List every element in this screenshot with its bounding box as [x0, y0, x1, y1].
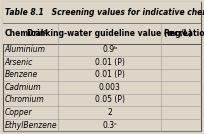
Text: Drinking-water guideline value (mg/L): Drinking-water guideline value (mg/L) [28, 29, 192, 38]
Text: 0.05 (P): 0.05 (P) [95, 95, 125, 105]
Text: Aluminium: Aluminium [5, 45, 46, 54]
Text: Recreationa: Recreationa [163, 29, 204, 38]
Text: 0.01 (P): 0.01 (P) [95, 58, 125, 67]
Text: Copper: Copper [5, 108, 32, 117]
Text: Benzene: Benzene [5, 70, 38, 79]
Text: Chemicalª: Chemicalª [5, 29, 48, 38]
Text: Cadmium: Cadmium [5, 83, 41, 92]
Text: 0.9ᵇ: 0.9ᵇ [102, 45, 118, 54]
Text: Chromium: Chromium [5, 95, 44, 105]
Text: 0.01 (P): 0.01 (P) [95, 70, 125, 79]
Bar [3, 2, 201, 23]
Text: 0.003: 0.003 [99, 83, 121, 92]
Text: Table 8.1   Screening values for indicative chemicals in recr: Table 8.1 Screening values for indicativ… [5, 8, 204, 17]
Text: 0.3ᶜ: 0.3ᶜ [102, 121, 117, 130]
Bar [3, 23, 201, 44]
Text: 2: 2 [108, 108, 112, 117]
Text: Arsenic: Arsenic [5, 58, 33, 67]
Text: EthylBenzene: EthylBenzene [5, 121, 57, 130]
